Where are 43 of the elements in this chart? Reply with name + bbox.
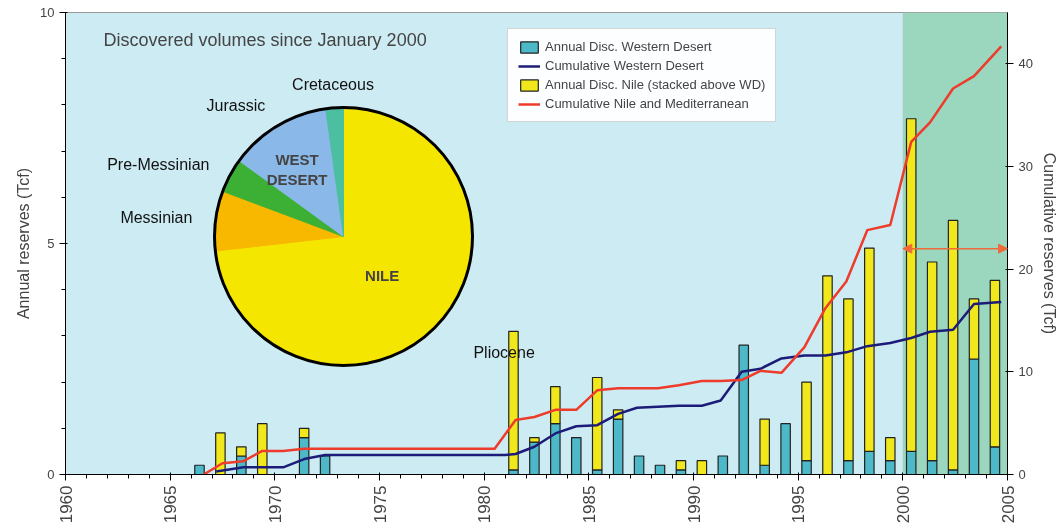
bar <box>822 275 833 475</box>
bar <box>194 464 205 475</box>
annotation: NILE <box>365 266 400 284</box>
bar <box>633 455 645 475</box>
legend-label: Cumulative Western Desert <box>545 58 704 73</box>
slice-label: Messinian <box>120 209 193 227</box>
y2-tick-label: 0 <box>1018 467 1026 482</box>
y-tick-label: 5 <box>47 236 55 251</box>
x-tick-label: 1980 <box>475 485 495 524</box>
legend-label: Annual Disc. Western Desert <box>545 39 712 54</box>
bar <box>675 460 687 471</box>
chart-title: Discovered volumes since January 2000 <box>103 29 427 50</box>
y-tick-label: 0 <box>47 467 55 482</box>
y2-tick-label: 20 <box>1018 261 1033 277</box>
bar <box>591 376 603 471</box>
y2-axis-title: Cumulative reserves (Tcf) <box>1040 152 1058 335</box>
bar <box>696 460 708 475</box>
bar <box>717 455 729 475</box>
x-tick-label: 1995 <box>789 485 809 524</box>
slice-label: Jurassic <box>206 97 266 115</box>
bar <box>780 423 791 475</box>
legend-label: Cumulative Nile and Mediterranean <box>545 96 749 111</box>
slice-label: Pre-Messinian <box>107 155 210 173</box>
x-tick-label: 1960 <box>56 485 76 524</box>
bar <box>947 219 959 471</box>
y-axis-title: Annual reserves (Tcf) <box>15 167 33 320</box>
x-tick-label: 1970 <box>265 485 285 524</box>
line-series <box>214 300 1003 473</box>
x-tick-label: 1990 <box>684 485 704 524</box>
y2-tick-label: 40 <box>1018 56 1033 72</box>
x-tick-label: 1985 <box>579 485 599 524</box>
bar <box>570 436 582 475</box>
x-tick-label: 1965 <box>161 485 181 524</box>
bar <box>738 344 750 475</box>
x-tick-label: 1975 <box>370 485 390 524</box>
y2-tick-label: 30 <box>1018 159 1033 174</box>
y-tick-label: 10 <box>40 5 55 20</box>
y2-tick-label: 10 <box>1018 364 1033 380</box>
x-tick-label: 2000 <box>893 485 913 524</box>
legend-label: Annual Disc. Nile (stacked above WD) <box>545 77 766 92</box>
annotation: WEST DESERT <box>266 150 328 189</box>
slice-label: Cretaceous <box>292 76 374 94</box>
x-tick-label: 2005 <box>998 485 1018 524</box>
